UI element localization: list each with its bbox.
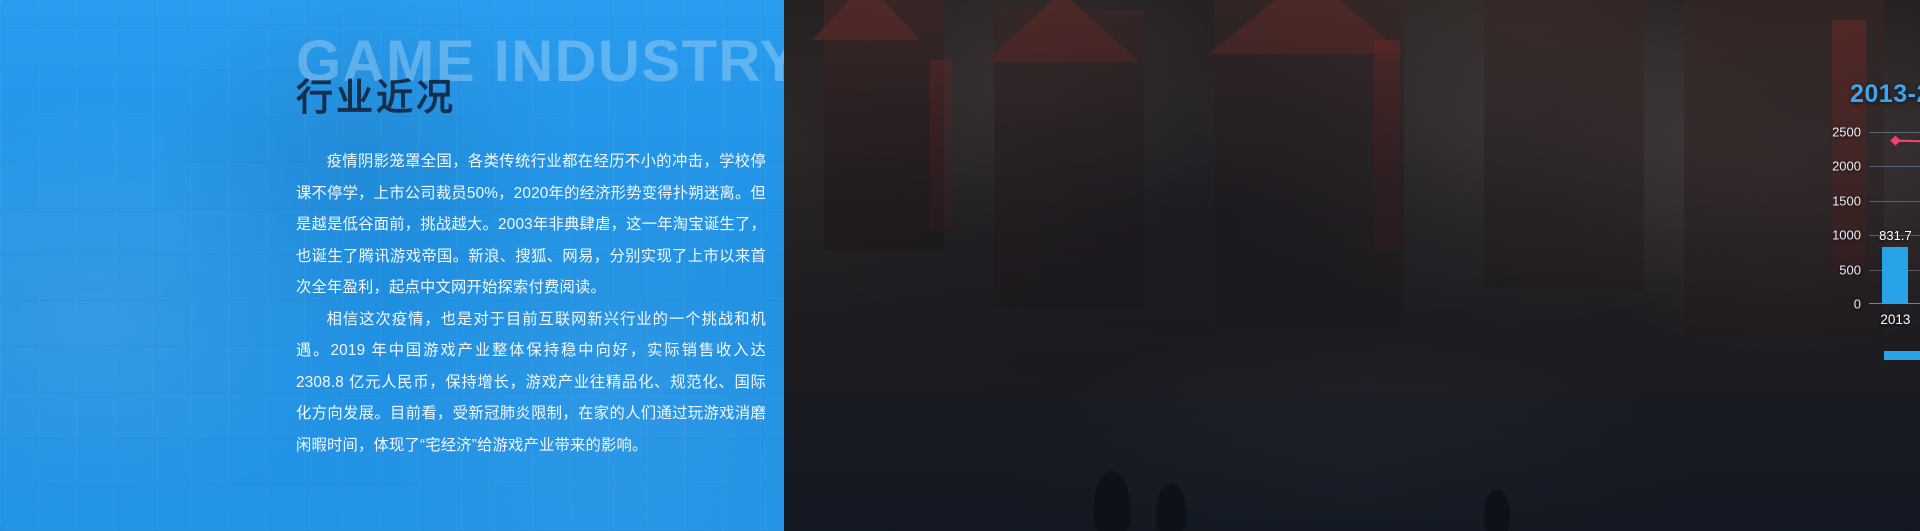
chart-plot-area: 050010001500200025000.0%5.0%10.0%15.0%20… [1832,125,1920,327]
body-copy: 疫情阴影笼罩全国，各类传统行业都在经历不小的冲击，学校停课不停学，上市公司裁员5… [296,146,766,461]
figure-silhouette-mid [1156,483,1186,531]
chart-legend: 销售额（亿元） 增长率（%） [1884,345,1920,365]
chart-gridline [1869,132,1920,133]
chart-bar [1882,246,1909,304]
y-axis-left-tick: 0 [1853,296,1861,312]
y-axis-left-tick: 2000 [1832,158,1861,174]
figure-silhouette-left [1094,471,1130,531]
paragraph-1: 疫情阴影笼罩全国，各类传统行业都在经历不小的冲击，学校停课不停学，上市公司裁员5… [296,153,766,296]
chart-title: 2013-2019年中国游戏产业销售收入及增长 [1850,74,1920,110]
left-panel-background [0,0,784,531]
left-panel-pattern [0,0,784,531]
chart-title-years: 2013-2019 [1850,80,1920,108]
legend-item-sales: 销售额（亿元） [1884,345,1920,365]
left-panel-edge-fade [664,0,784,531]
bar-swatch-icon [1884,350,1920,360]
growth-rate-line [1890,135,1920,146]
y-axis-left-tick: 1500 [1832,193,1861,209]
chart-gridline [1869,166,1920,168]
figure-silhouette-right [1484,489,1510,531]
ground-shadow [784,391,1920,531]
right-image-panel: 2013-2019年中国游戏产业销售收入及增长 0 500 1000 1500 2000… [784,0,1920,531]
chart: 050010001500200025000.0%5.0%10.0%15.0%20… [1809,125,1920,332]
y-axis-left-tick: 2500 [1832,124,1861,140]
x-axis-tick: 2013 [1880,312,1911,327]
y-axis-left-tick: 1000 [1832,227,1861,243]
page-title: 行业近况 [296,77,456,118]
chart-gridline [1869,235,1920,237]
paragraph-2: 相信这次疫情，也是对于目前互联网新兴行业的一个挑战和机遇。2019 年中国游戏产… [296,310,766,454]
left-text-panel: GAME INDUSTRY 行业近况 疫情阴影笼罩全国，各类传统行业都在经历不小… [0,0,784,531]
line-marker [1890,135,1901,146]
ghost-headline: GAME INDUSTRY [296,29,784,94]
bar-value-label: 831.7 [1879,227,1912,243]
chart-gridline [1869,200,1920,202]
y-axis-left-tick: 500 [1839,262,1861,278]
